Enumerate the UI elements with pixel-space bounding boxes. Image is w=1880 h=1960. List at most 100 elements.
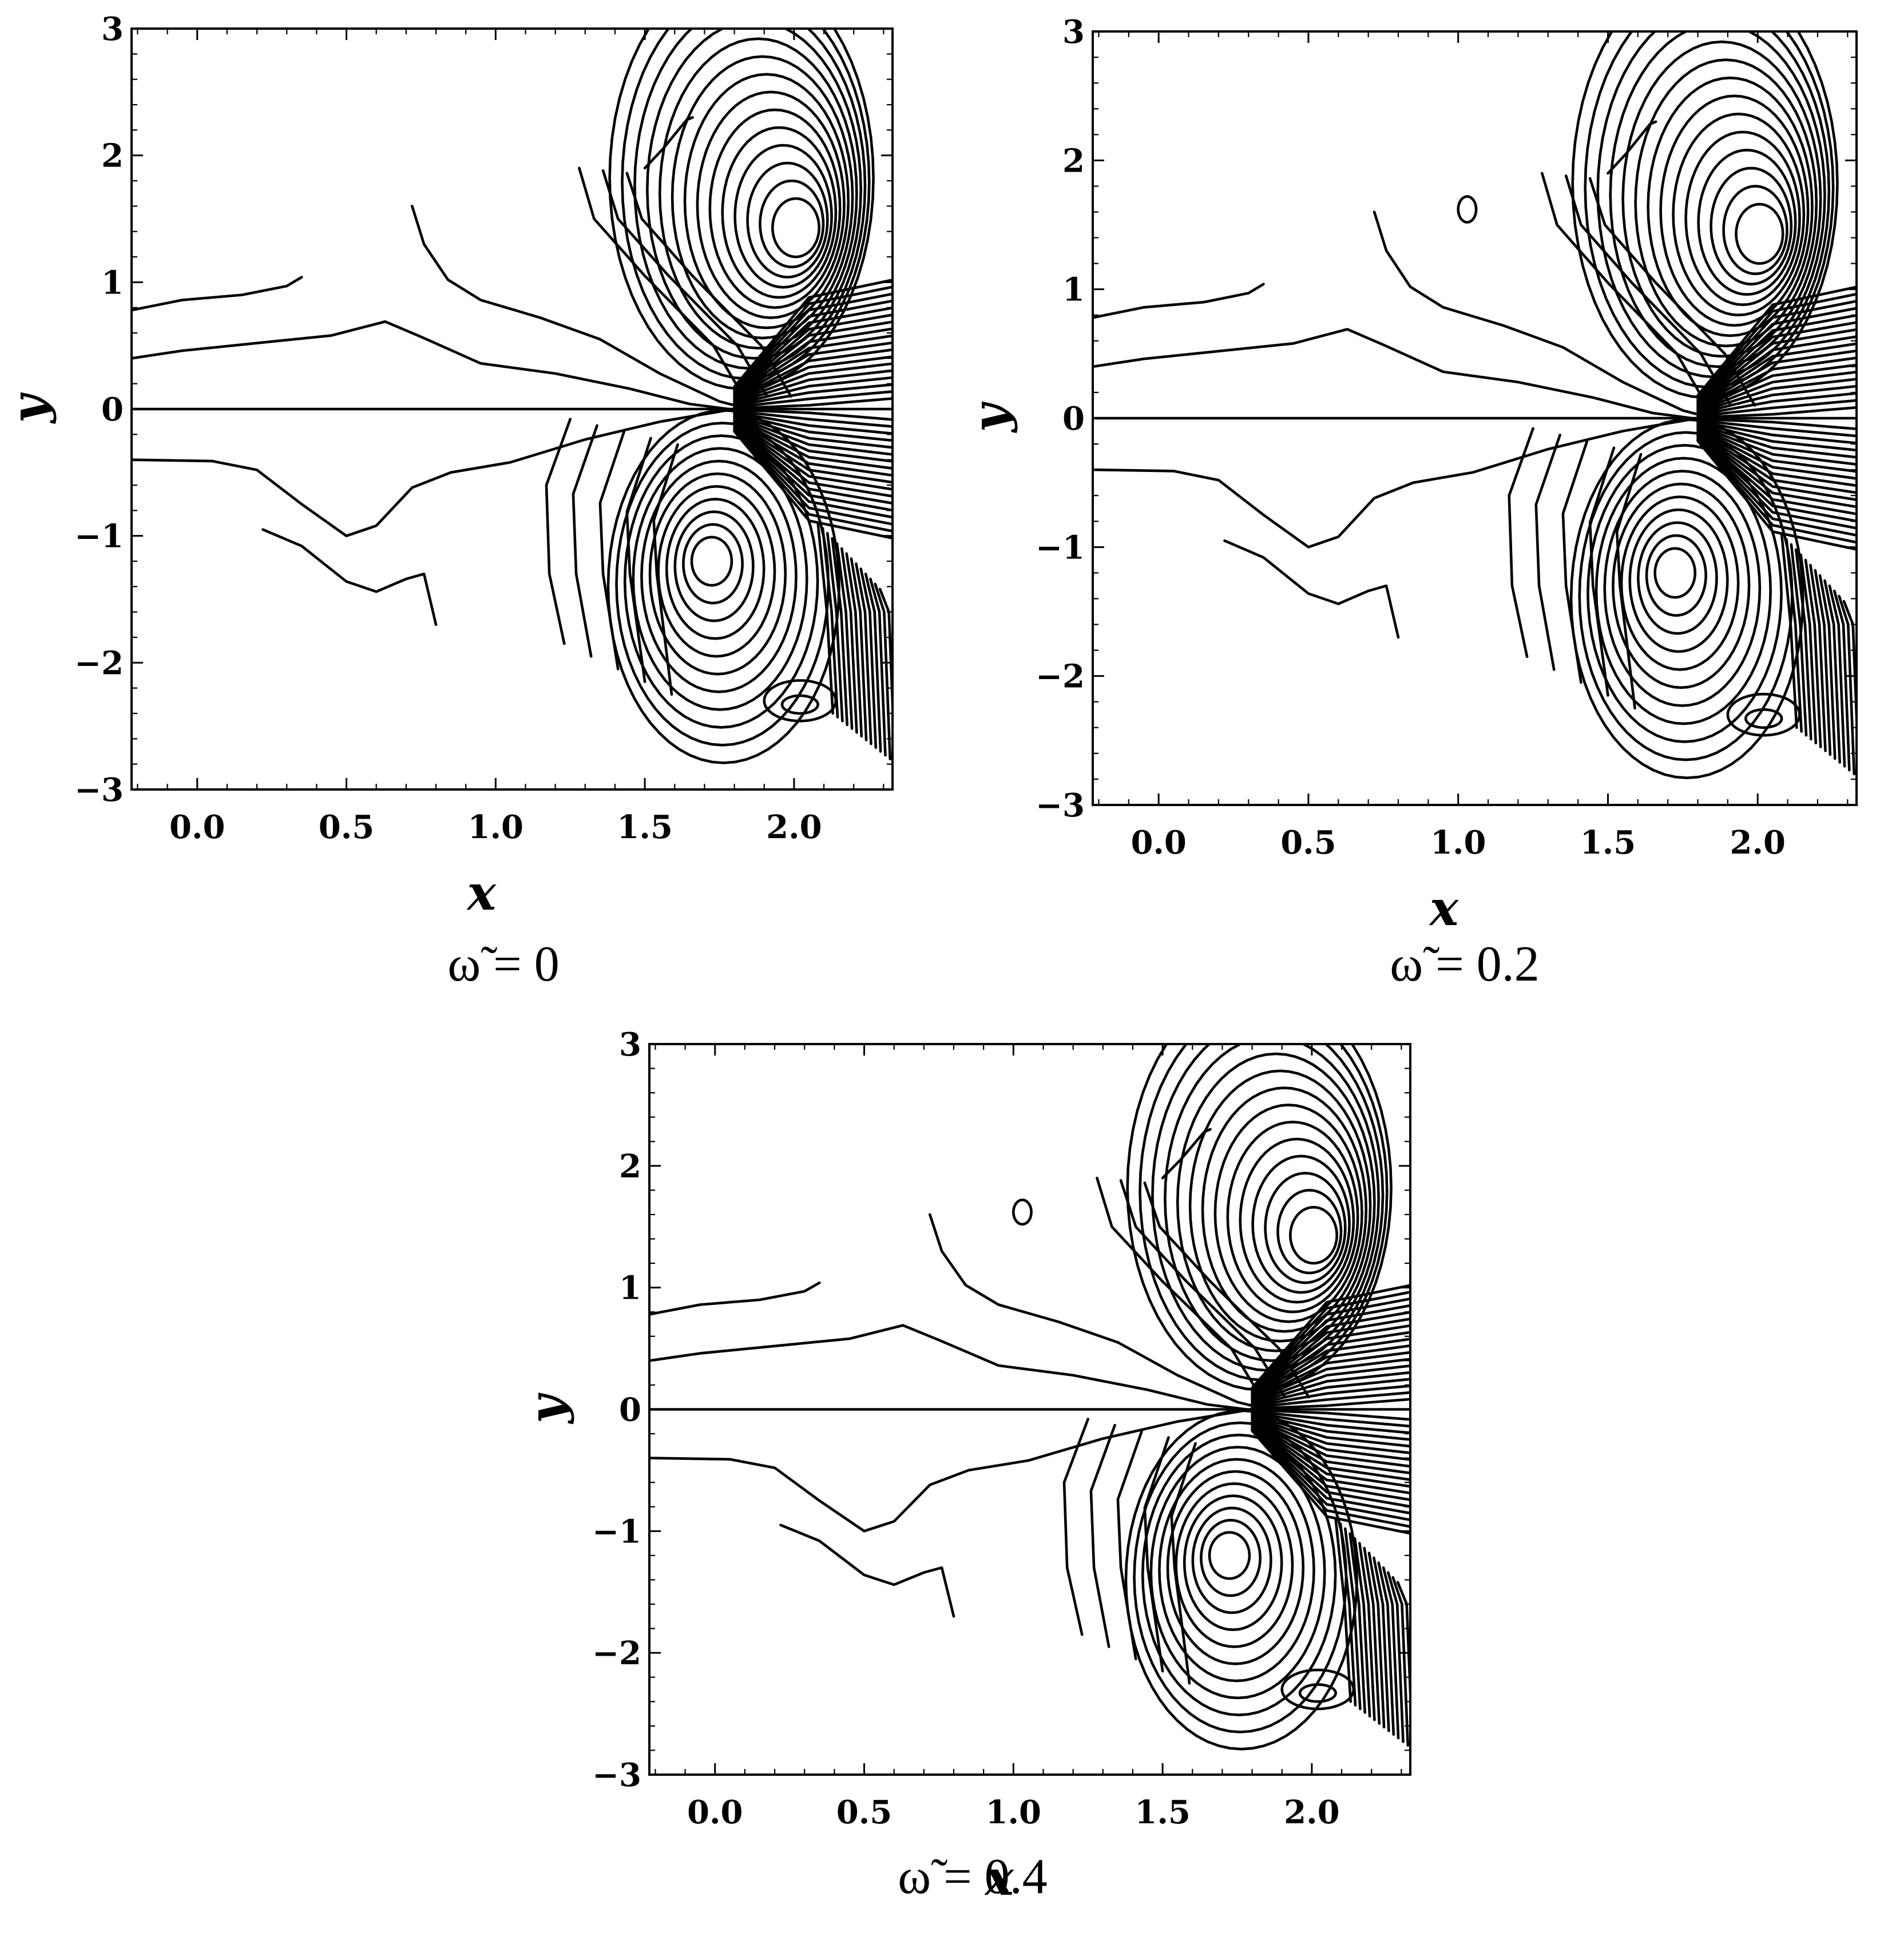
y-tick-label: 3 — [101, 10, 124, 48]
contour-upper-open-1 — [1119, 1179, 1287, 1399]
y-tick-label: 3 — [619, 1026, 641, 1064]
contour-lower-dense-2 — [1344, 1527, 1362, 1711]
contour-lower-dense-10 — [1382, 1566, 1400, 1740]
contour-upper-fan-2 — [733, 383, 893, 407]
contour-lower-fan-1 — [1251, 1410, 1410, 1428]
contour-lower-fan-16 — [1251, 1428, 1410, 1528]
contour-upper-fan-2 — [1251, 1384, 1410, 1408]
contour-lower-fan-4 — [733, 413, 893, 449]
contour-lower-dense-11 — [869, 577, 887, 757]
contour-upper-left-1 — [1093, 283, 1265, 319]
contour-upper-fan-13 — [1251, 1311, 1410, 1394]
contour-lines — [649, 1044, 1410, 1751]
contour-lines — [1093, 31, 1857, 779]
contour-lower-fan-11 — [1251, 1422, 1410, 1495]
contour-lower-fan-4 — [1696, 423, 1857, 459]
contour-upper-fan-4 — [1696, 378, 1857, 414]
contour-lower-fan-13 — [733, 424, 893, 512]
y-tick-label: 0 — [1062, 400, 1085, 438]
contour-lower-dense-7 — [1367, 1552, 1386, 1729]
contour-lower-vortex-4 — [665, 498, 766, 640]
contour-lower-lobe-1 — [1744, 708, 1783, 729]
contour-lower-dense-9 — [1377, 1561, 1395, 1736]
contour-lower-fan-6 — [1251, 1416, 1410, 1461]
contour-lower-open-2 — [1561, 440, 1589, 684]
contour-upper-fan-6 — [1696, 363, 1857, 411]
contour-upper-left-3 — [929, 1213, 1268, 1411]
contour-lower-vortex-6 — [1166, 1470, 1305, 1665]
contour-lower-dense-2 — [1790, 543, 1808, 737]
contour-lower-fan-16 — [1696, 438, 1857, 544]
contour-upper-vortex-2 — [759, 179, 825, 268]
contour-upper-fan-12 — [733, 314, 893, 395]
contour-lower-dense-8 — [855, 562, 872, 745]
contour-lower-dense-3 — [1794, 548, 1812, 741]
contour-upper-fan-1 — [733, 390, 893, 408]
contour-lower-left-1 — [1093, 416, 1699, 549]
contour-upper-fan-0 — [733, 397, 893, 410]
x-tick-label: 1.0 — [1430, 824, 1486, 862]
contour-lower-vortex-2 — [682, 523, 744, 605]
contour-lower-fan-10 — [1251, 1421, 1410, 1488]
contour-upper-fan-10 — [733, 327, 893, 397]
contour-upper-hook — [1161, 1128, 1212, 1180]
contour-lower-dense-4 — [835, 542, 854, 730]
contour-upper-vortex-5 — [1684, 130, 1801, 306]
contour-lower-fan-5 — [1251, 1415, 1410, 1454]
contour-lower-fan-12 — [1251, 1423, 1410, 1501]
contour-lower-vortex-1 — [1653, 547, 1697, 599]
contour-upper-left-2 — [649, 1324, 1248, 1411]
contour-lower-fan-9 — [1696, 429, 1857, 494]
contour-lower-vortex-7 — [640, 459, 798, 693]
contour-upper-vortex-10 — [1621, 40, 1822, 358]
x-tick-label: 0.5 — [1280, 824, 1336, 862]
contour-small-closed — [1012, 1199, 1033, 1226]
x-tick-label: 0.0 — [169, 808, 225, 846]
contour-upper-fan-17 — [1251, 1284, 1410, 1390]
x-tick-label: 2.0 — [1730, 824, 1786, 862]
contour-lower-dense-8 — [1373, 1556, 1390, 1732]
y-tick-label: −1 — [592, 1513, 641, 1550]
contour-lower-fan-0 — [733, 408, 893, 421]
contour-lower-open-0 — [1062, 1418, 1089, 1636]
contour-lower-dense-4 — [1353, 1537, 1371, 1718]
contour-upper-vortex-5 — [721, 126, 838, 299]
contour-lower-fan-7 — [1696, 426, 1857, 480]
contour-lower-dense-11 — [1387, 1571, 1405, 1743]
contour-lower-left-2 — [779, 1523, 955, 1618]
contour-upper-fan-16 — [733, 285, 893, 390]
x-tick-label: 0.5 — [836, 1794, 892, 1831]
contour-lower-dense-7 — [850, 557, 868, 741]
contour-upper-vortex-7 — [1659, 94, 1810, 327]
contour-lower-lobe-1 — [780, 694, 819, 715]
contour-upper-fan-10 — [1696, 335, 1857, 406]
x-axis-label: x — [1429, 880, 1459, 937]
contour-lower-lobe-1 — [1298, 1683, 1337, 1703]
contour-lower-open-2 — [1116, 1430, 1143, 1661]
contour-upper-vortex-1 — [1289, 1205, 1338, 1265]
contour-upper-fan-15 — [1696, 300, 1857, 400]
contour-upper-fan-13 — [733, 306, 893, 394]
contour-lower-open-3 — [1588, 446, 1616, 697]
contour-lower-dense-8 — [1818, 574, 1837, 760]
contour-upper-hook — [1607, 120, 1657, 175]
contour-lower-vortex-1 — [690, 535, 733, 587]
contour-lower-dense-9 — [859, 568, 878, 749]
contour-upper-fan-7 — [1696, 356, 1857, 410]
contour-lower-open-0 — [545, 418, 572, 645]
contour-upper-open-2 — [1143, 1181, 1310, 1399]
contour-upper-vortex-2 — [1276, 1189, 1343, 1275]
contour-lower-fan-1 — [733, 410, 893, 428]
contour-upper-fan-0 — [1696, 406, 1857, 419]
contour-upper-open-1 — [1564, 174, 1732, 407]
contour-upper-vortex-4 — [733, 144, 833, 289]
contour-lower-dense-3 — [1348, 1532, 1366, 1714]
contour-upper-vortex-4 — [1251, 1154, 1351, 1294]
contour-upper-vortex-3 — [1710, 166, 1793, 285]
contour-upper-fan-1 — [1251, 1391, 1410, 1409]
contour-lower-dense-6 — [845, 552, 863, 738]
x-axis-label: x — [984, 1850, 1014, 1906]
contour-lower-fan-14 — [1251, 1426, 1410, 1515]
contour-upper-vortex-13 — [621, 29, 871, 380]
contour-lower-fan-10 — [1696, 430, 1857, 501]
